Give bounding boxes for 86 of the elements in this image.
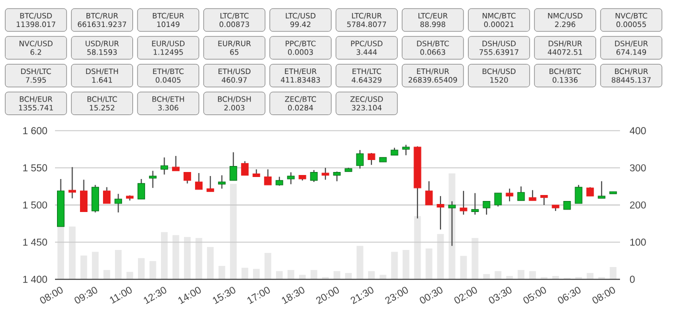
bar [472, 238, 478, 280]
y-tick-label: 1 400 [23, 276, 48, 283]
y-tick-label: 1 600 [23, 127, 48, 134]
bar [506, 276, 513, 280]
y2-tick-label: 300 [630, 164, 646, 172]
candlestick [92, 184, 100, 213]
bar [460, 256, 467, 280]
candlestick [206, 175, 214, 192]
bar [114, 250, 122, 280]
candlestick [287, 172, 295, 185]
candlestick [368, 152, 376, 166]
candlestick [436, 196, 444, 230]
bar [529, 271, 536, 280]
candlestick [425, 180, 433, 206]
bar [253, 268, 260, 280]
bar [80, 256, 88, 280]
candlestick [482, 200, 490, 216]
candlestick [460, 190, 468, 216]
candlestick [218, 174, 226, 190]
bar [92, 252, 99, 280]
bar [586, 272, 594, 280]
candlestick [356, 149, 364, 170]
candlestick [333, 171, 341, 182]
bar [276, 271, 283, 280]
bar [426, 248, 432, 280]
bar [356, 246, 364, 280]
candlestick [264, 168, 272, 186]
bar [68, 226, 76, 280]
bar [437, 234, 444, 280]
candlestick [574, 184, 582, 204]
candlestick [195, 172, 203, 190]
bar [448, 173, 456, 280]
y2-tick-label: 200 [630, 201, 646, 209]
y-tick-label: 1 550 [23, 164, 48, 172]
candlestick [471, 192, 479, 216]
bar [368, 271, 375, 280]
bar [391, 252, 398, 280]
bar [483, 274, 490, 280]
candlestick [322, 167, 330, 180]
y2-tick-label: 400 [630, 127, 646, 134]
bar [103, 270, 110, 280]
bar [414, 216, 421, 280]
candlestick [138, 178, 146, 200]
bar [195, 238, 202, 280]
bar [310, 270, 318, 280]
bar [288, 270, 294, 280]
bar [402, 250, 410, 280]
y2-tick-label: 100 [630, 238, 646, 246]
bar [160, 232, 168, 280]
bar [345, 272, 352, 280]
candlestick [172, 155, 180, 172]
bar [610, 267, 616, 280]
bar [494, 271, 502, 280]
bar [138, 258, 145, 280]
candlestick [184, 172, 192, 184]
bar [230, 184, 237, 280]
bar [242, 268, 248, 280]
bar [172, 235, 180, 280]
candlestick [506, 188, 514, 202]
bar [264, 252, 272, 280]
candlestick [528, 190, 536, 202]
candlestick [149, 170, 157, 188]
candlestick [103, 186, 111, 204]
candlestick [310, 170, 318, 183]
bar [126, 272, 134, 280]
candlestick [230, 152, 238, 182]
bar [518, 270, 524, 280]
candlestick [80, 179, 88, 212]
candlestick [540, 194, 548, 206]
bar [552, 276, 559, 280]
bar [207, 246, 214, 280]
bar [218, 266, 226, 280]
candlestick [494, 192, 502, 208]
y-tick-label: 1 450 [23, 238, 48, 246]
candlestick [402, 144, 410, 156]
bar [334, 271, 340, 280]
bar [184, 236, 191, 280]
bar [149, 261, 156, 280]
candlestick [517, 186, 525, 202]
bar [299, 274, 306, 280]
bar [380, 274, 386, 280]
candlestick [114, 193, 122, 213]
y2-tick-label: 0 [630, 276, 635, 283]
candlestick [241, 160, 249, 176]
y-tick-label: 1 500 [23, 201, 48, 209]
candlestick [160, 156, 168, 176]
